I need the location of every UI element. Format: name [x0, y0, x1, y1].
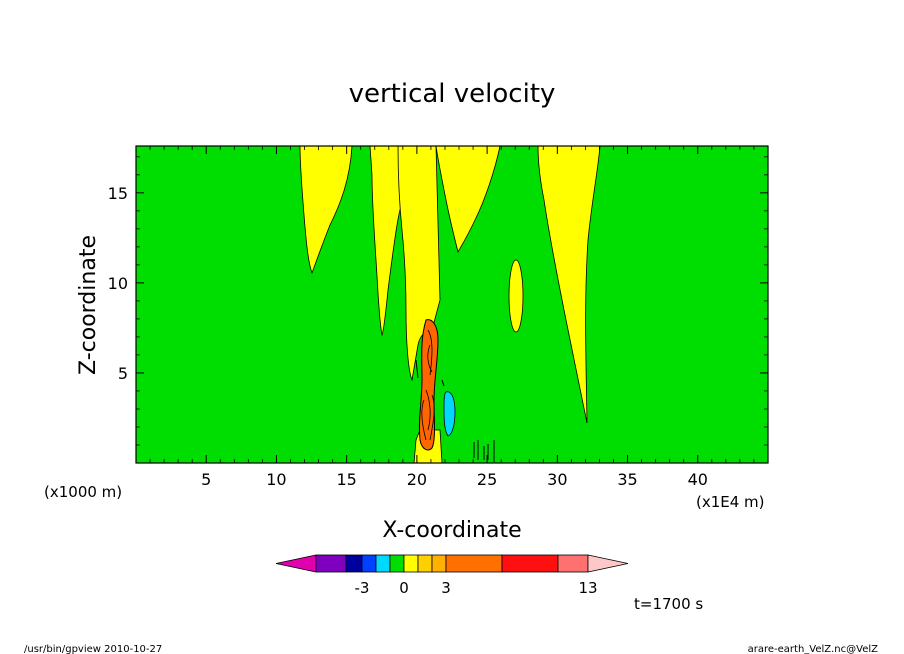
colorbar-label: 13	[578, 579, 597, 597]
chart-title: vertical velocity	[349, 79, 556, 109]
x-unit-right: (x1E4 m)	[696, 493, 765, 511]
colorbar-label: 3	[441, 579, 451, 597]
colorbar-cell	[431, 554, 447, 573]
x-axis-ticks: 5 10 15 20 25 30 35 40	[149, 146, 755, 489]
colorbar-cell	[417, 554, 433, 573]
x-axis-label: X-coordinate	[382, 518, 521, 543]
y-axis-label: Z-coordinate	[76, 235, 101, 375]
colorbar-cell	[389, 554, 405, 573]
colorbar-cell	[315, 554, 347, 573]
plot-area	[136, 146, 768, 463]
y-tick-label: 10	[108, 274, 128, 293]
time-label: t=1700 s	[634, 595, 703, 613]
x-tick-label: 20	[407, 470, 427, 489]
region-blob	[508, 259, 524, 333]
colorbar-label: 0	[399, 579, 409, 597]
colorbar-cell	[345, 554, 363, 573]
region-plume-5	[537, 146, 601, 424]
colorbar-cell	[501, 554, 559, 573]
colorbar-cell	[375, 554, 391, 573]
y-axis-ticks: 5 10 15	[108, 156, 768, 446]
colorbar-cell	[445, 554, 503, 573]
region-plume-4	[435, 146, 501, 254]
x-tick-label: 10	[266, 470, 286, 489]
region-plume-1	[299, 146, 353, 275]
footer-right: arare-earth_VelZ.nc@VelZ	[748, 644, 879, 654]
region-minor-contours	[415, 359, 495, 462]
colorbar-cell	[361, 554, 377, 573]
x-tick-label: 25	[477, 470, 497, 489]
x-tick-label: 15	[336, 470, 356, 489]
footer-left: /usr/bin/gpview 2010-10-27	[24, 644, 162, 654]
colorbar-cell	[557, 554, 589, 573]
x-tick-label: 35	[617, 470, 637, 489]
plot-frame	[135, 145, 769, 464]
y-tick-label: 5	[118, 364, 128, 383]
region-downdraft	[443, 391, 456, 437]
colorbar-cell	[275, 554, 317, 573]
colorbar-cell	[403, 554, 419, 573]
region-updraft-contours	[421, 329, 435, 441]
colorbar	[275, 554, 629, 573]
colorbar-label: -3	[355, 579, 370, 597]
colorbar-cell	[587, 554, 629, 573]
y-tick-label: 15	[108, 184, 128, 203]
x-tick-label: 40	[688, 470, 708, 489]
x-tick-label: 30	[547, 470, 567, 489]
x-tick-label: 5	[201, 470, 211, 489]
x-unit-left: (x1000 m)	[44, 483, 122, 501]
